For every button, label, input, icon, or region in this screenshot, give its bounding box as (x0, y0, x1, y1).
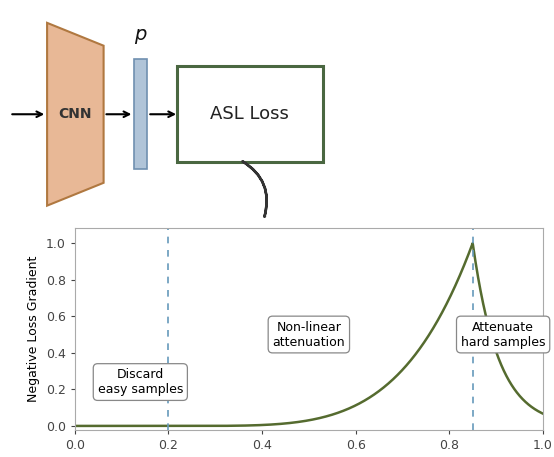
FancyArrowPatch shape (243, 161, 267, 217)
Text: $\mathbf{\it{p}}$: $\mathbf{\it{p}}$ (134, 27, 147, 46)
Text: Non-linear
attenuation: Non-linear attenuation (273, 320, 345, 349)
Text: Discard
easy samples: Discard easy samples (98, 368, 183, 396)
Polygon shape (47, 23, 104, 206)
Text: Attenuate
hard samples: Attenuate hard samples (461, 320, 545, 349)
Text: ASL Loss: ASL Loss (210, 105, 289, 123)
FancyBboxPatch shape (177, 66, 322, 162)
Text: CNN: CNN (59, 107, 92, 121)
FancyBboxPatch shape (134, 59, 147, 169)
Y-axis label: Negative Loss Gradient: Negative Loss Gradient (27, 256, 40, 402)
